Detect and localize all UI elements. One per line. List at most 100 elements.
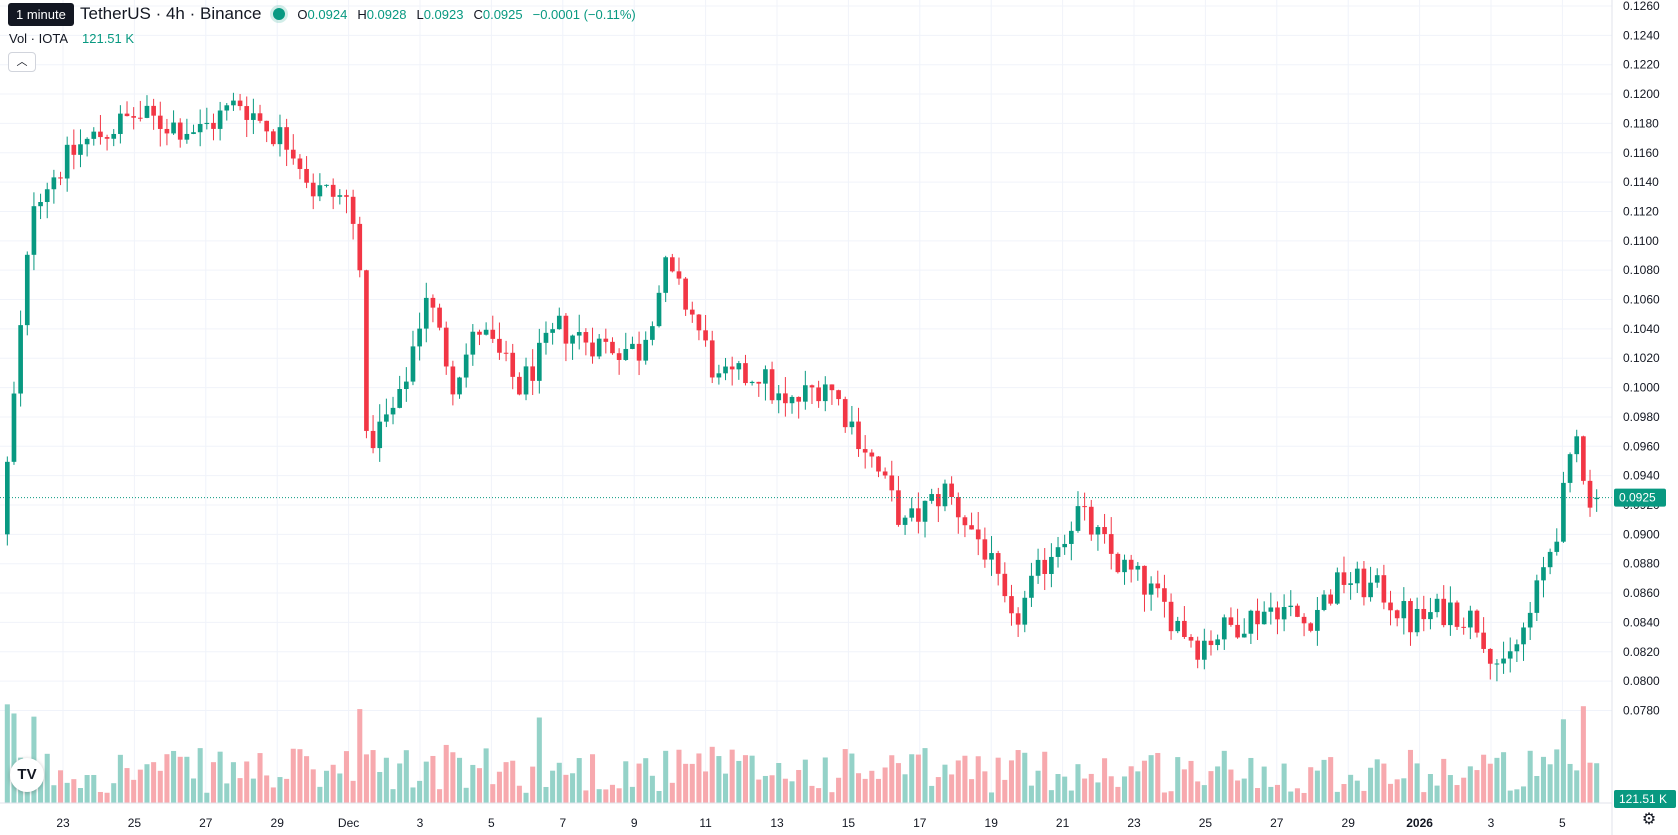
candle-body: [1454, 602, 1460, 627]
candle-body: [982, 539, 988, 560]
candle-body: [237, 100, 243, 107]
candle-body: [144, 105, 150, 118]
candle-body: [1574, 436, 1580, 455]
time-tick: 7: [559, 816, 566, 830]
candle-body: [1561, 482, 1566, 542]
volume-bar: [58, 770, 64, 803]
volume-bar: [71, 779, 77, 803]
time-axis[interactable]: 23 25 27 29 Dec 3 5 7 9 11 13 15 17 19 21 23 25 27 29 2026 3…: [0, 802, 1612, 830]
volume-bar: [842, 749, 848, 803]
volume-bar: [1401, 778, 1407, 803]
volume-bar: [1441, 758, 1447, 803]
volume-bar: [909, 754, 915, 803]
candle-body: [264, 120, 269, 132]
candle-body: [1022, 597, 1028, 625]
candle-body: [304, 168, 309, 183]
volume-bar: [643, 758, 649, 803]
volume-bar: [1521, 786, 1527, 803]
volume-bar: [1341, 784, 1347, 803]
candle-body: [1115, 553, 1121, 573]
price-tick: 0.0980: [1623, 410, 1660, 424]
candle-body: [457, 377, 462, 395]
candle-body: [1235, 624, 1240, 638]
candle-body: [284, 127, 289, 150]
candle-body: [18, 325, 23, 394]
volume-bar: [1308, 767, 1314, 803]
volume-bar: [470, 764, 476, 803]
tradingview-logo-icon[interactable]: TV: [10, 758, 44, 792]
volume-bar: [703, 771, 709, 803]
candle-body: [350, 196, 356, 224]
price-tick: 0.1140: [1623, 175, 1659, 189]
candle-body: [776, 393, 782, 401]
candle-body: [949, 483, 954, 498]
collapse-legend-button[interactable]: ︿: [8, 52, 36, 72]
time-tick: 5: [1559, 816, 1566, 830]
volume-bar: [716, 756, 722, 803]
volume-bar: [370, 750, 376, 803]
candle-body: [58, 177, 63, 179]
candle-body: [862, 449, 868, 453]
volume-bar: [736, 760, 742, 803]
candle-body: [1155, 583, 1161, 589]
candle-body: [783, 393, 788, 404]
volume-bar: [1002, 779, 1008, 803]
candle-body: [1368, 582, 1373, 598]
volume-bar: [1215, 766, 1221, 803]
volume-bar: [11, 713, 17, 803]
volume-badge: 121.51 K: [1614, 790, 1676, 808]
volume-bar: [1527, 750, 1533, 803]
volume-bar: [191, 778, 197, 803]
candle-body: [1261, 611, 1267, 625]
volume-bar: [1274, 784, 1280, 803]
candle-body: [257, 113, 263, 121]
volume-bar: [1381, 763, 1387, 803]
volume-bar: [915, 754, 921, 803]
volume-bar: [882, 767, 888, 803]
volume-bar: [357, 709, 363, 803]
symbol-title[interactable]: TetherUS · 4h · Binance: [80, 4, 262, 23]
candle-body: [1175, 620, 1181, 632]
volume-bar: [1102, 758, 1108, 803]
candle-body: [118, 113, 123, 134]
price-tick: 0.1180: [1623, 116, 1659, 130]
time-tick: 11: [699, 816, 712, 830]
volume-bar: [875, 778, 881, 803]
time-tick: 5: [488, 816, 495, 830]
price-axis[interactable]: 0.1260 0.1240 0.1220 0.1200 0.1180 0.1160 0.11…: [1611, 0, 1676, 835]
market-status-icon[interactable]: [273, 8, 286, 20]
volume-bar: [696, 753, 702, 803]
candle-body: [1461, 626, 1466, 628]
candle-body: [916, 508, 921, 522]
candle-body: [550, 329, 555, 333]
candle-body: [955, 497, 961, 518]
volume-bar: [4, 704, 10, 803]
volume-bar: [1427, 774, 1433, 803]
candle-body: [410, 346, 416, 382]
volume-bar: [177, 756, 183, 803]
candle-body: [1414, 608, 1420, 633]
volume-bars: [4, 704, 1600, 803]
candle-body: [1408, 601, 1413, 633]
candle-body: [437, 307, 442, 328]
volume-bar: [437, 789, 443, 803]
price-tick: 0.1240: [1623, 28, 1660, 42]
volume-bar: [556, 762, 562, 803]
candle-body: [689, 309, 695, 315]
candle-body: [483, 329, 489, 335]
volume-bar: [1321, 759, 1327, 803]
gear-icon[interactable]: ⚙: [1641, 811, 1657, 828]
volume-bar: [290, 748, 296, 803]
volume-bar: [649, 775, 655, 803]
chevron-up-icon: ︿: [16, 56, 28, 68]
volume-bar: [762, 775, 768, 803]
candle-body: [696, 314, 702, 331]
volume-label[interactable]: Vol · IOTA: [9, 31, 68, 46]
candle-body: [217, 110, 223, 129]
volume-bar: [576, 758, 582, 803]
candle-body: [902, 517, 908, 525]
candle-body: [224, 105, 230, 111]
volume-bar: [1414, 763, 1420, 803]
time-tick: 3: [1488, 816, 1495, 830]
